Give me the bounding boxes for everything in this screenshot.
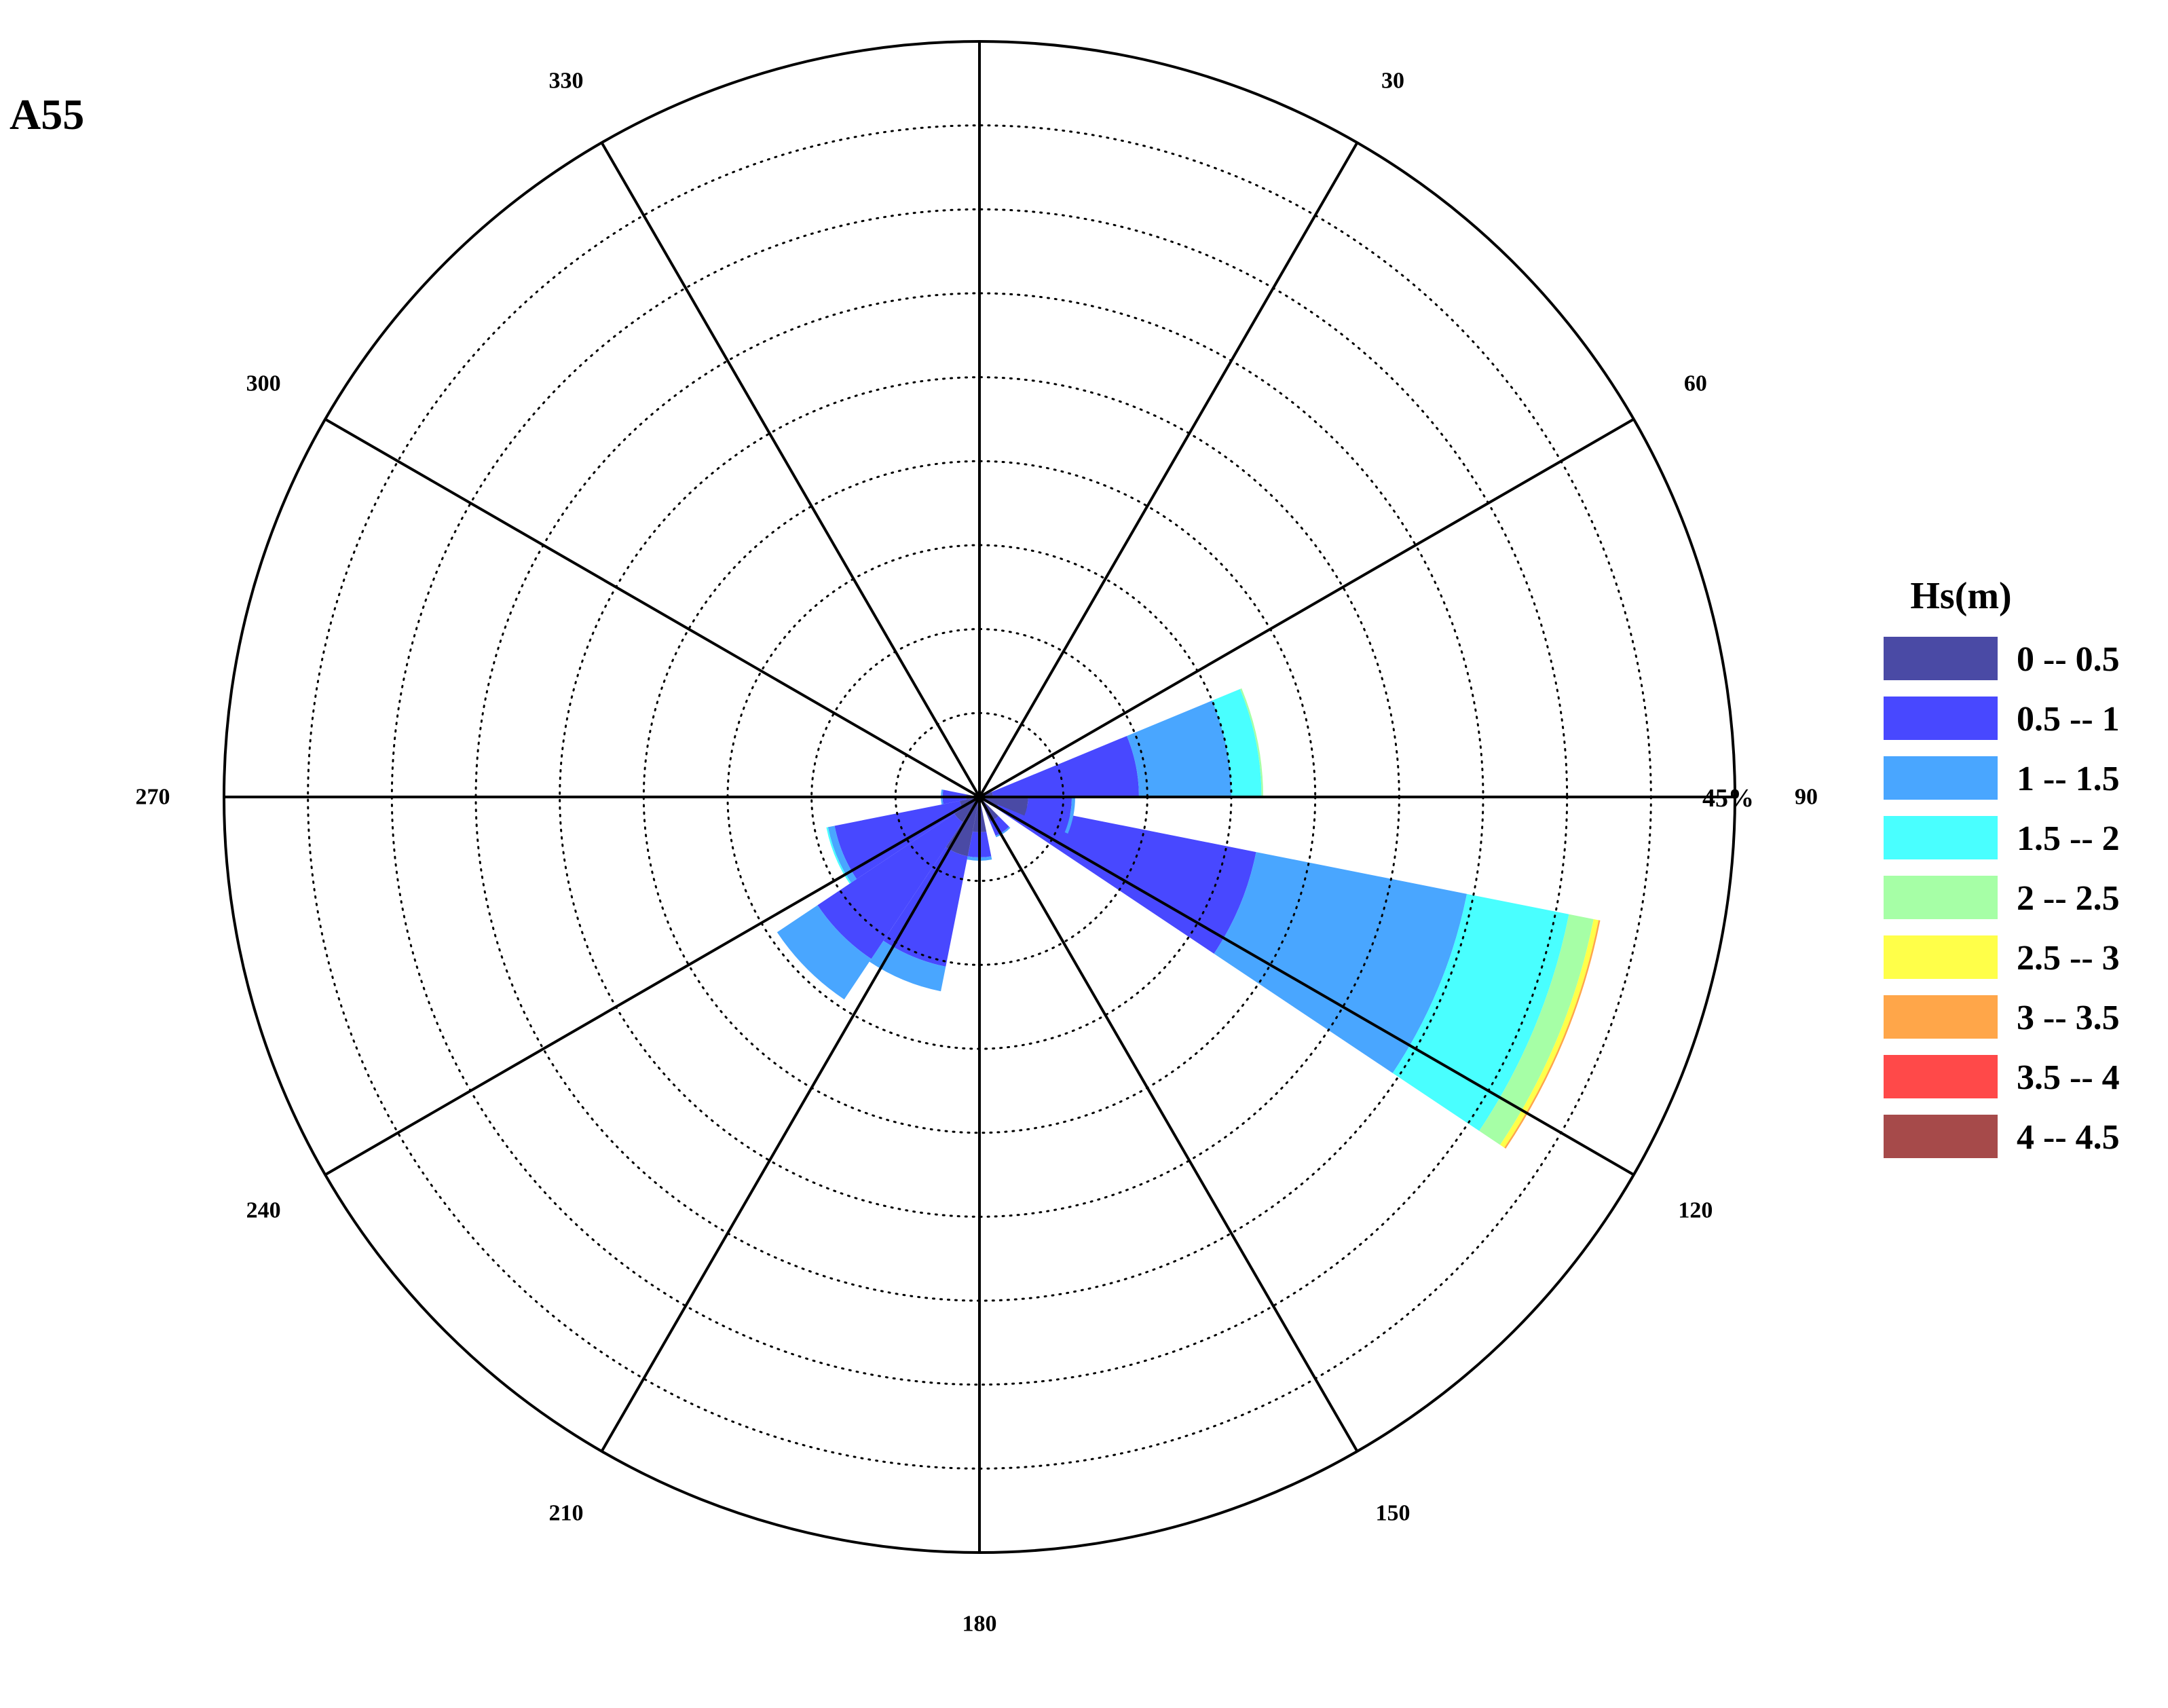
sector-112-5-bin-1-1-5 — [1214, 852, 1468, 1073]
legend-swatch-3-5-4 — [1884, 1055, 1998, 1098]
legend-label-2-2-5: 2 -- 2.5 — [2017, 879, 2120, 918]
legend-swatch-2-5-3 — [1884, 935, 1998, 979]
direction-label-210: 210 — [549, 1500, 584, 1525]
sector-78-75-bin-1-1-5 — [1127, 701, 1231, 797]
spoke-60 — [978, 417, 1634, 798]
legend-title: Hs(m) — [1910, 575, 2011, 617]
sector-112-5-bin-1-5-2 — [1392, 893, 1569, 1131]
legend-label-2-5-3: 2.5 -- 3 — [2017, 939, 2120, 978]
legend-label-4-4-5: 4 -- 4.5 — [2017, 1118, 2120, 1157]
spoke-210 — [600, 796, 981, 1452]
legend-label-3-5-4: 3.5 -- 4 — [2017, 1058, 2120, 1097]
legend-label-0-0-5: 0 -- 0.5 — [2017, 640, 2120, 679]
legend-swatch-1-5-2 — [1884, 816, 1998, 859]
spoke-120 — [978, 796, 1634, 1176]
sector-146-25-bin-1-1-5 — [995, 826, 1011, 838]
sector-225-bin-0-0-5 — [954, 797, 979, 823]
sector-101-25-bin-1-1-5 — [1064, 797, 1075, 834]
polar-grid — [223, 40, 1736, 1554]
legend: Hs(m) 0 -- 0.5 0.5 -- 1 1 -- 1.5 1.5 -- 2 2 … — [1884, 575, 2120, 1158]
legend-label-1-1-5: 1 -- 1.5 — [2017, 760, 2120, 798]
spoke-330 — [600, 142, 981, 798]
direction-label-60: 60 — [1684, 371, 1707, 396]
direction-label-330: 330 — [549, 69, 584, 94]
sector-101-25-bin-0-5-1 — [1024, 797, 1072, 833]
spoke-240 — [324, 796, 981, 1176]
direction-label-180: 180 — [962, 1612, 997, 1637]
legend-swatch-0-5-1 — [1884, 697, 1998, 740]
sector-78-75-bin-1-5-2 — [1212, 688, 1262, 797]
spoke-150 — [978, 796, 1359, 1452]
sector-247-5-bin-1-1-5 — [827, 825, 857, 883]
sector-247-5-bin-1-5-2 — [826, 827, 851, 884]
sector-202-5-bin-0-5-1 — [883, 847, 968, 967]
legend-label-1-5-2: 1.5 -- 2 — [2017, 819, 2120, 858]
max-radius-label: 45% — [1702, 784, 1754, 813]
sector-225-bin-0-5-1 — [817, 813, 963, 959]
sector-78-75-bin-0-5-1 — [992, 736, 1139, 797]
spoke-30 — [978, 142, 1359, 798]
direction-label-270: 270 — [136, 785, 170, 810]
direction-labels: 0306090120150180210240270300330 — [136, 69, 1818, 1637]
direction-label-30: 30 — [1381, 69, 1404, 94]
sector-112-5-bin-2-5-3 — [1500, 918, 1599, 1148]
direction-label-90: 90 — [1795, 785, 1818, 810]
legend-label-0-5-1: 0.5 -- 1 — [2017, 700, 2120, 739]
direction-label-300: 300 — [246, 371, 281, 396]
legend-swatch-4-4-5 — [1884, 1115, 1998, 1158]
direction-label-120: 120 — [1678, 1198, 1713, 1223]
chart-title: A55 — [10, 90, 84, 138]
legend-swatch-0-0-5 — [1884, 637, 1998, 680]
direction-label-240: 240 — [246, 1198, 281, 1223]
sector-101-25-bin-0-0-5 — [979, 797, 1028, 816]
direction-label-150: 150 — [1376, 1500, 1410, 1525]
spoke-300 — [324, 417, 981, 798]
sector-225-bin-1-1-5 — [777, 905, 872, 1000]
legend-swatch-3-3-5 — [1884, 995, 1998, 1039]
sector-247-5-bin-0-5-1 — [834, 800, 963, 879]
legend-items: 0 -- 0.5 0.5 -- 1 1 -- 1.5 1.5 -- 2 2 -- 2.5… — [1884, 637, 2120, 1158]
legend-swatch-1-1-5 — [1884, 756, 1998, 800]
legend-swatch-2-2-5 — [1884, 876, 1998, 919]
sector-112-5-bin-2-2-5 — [1479, 914, 1594, 1145]
legend-label-3-3-5: 3 -- 3.5 — [2017, 999, 2120, 1037]
